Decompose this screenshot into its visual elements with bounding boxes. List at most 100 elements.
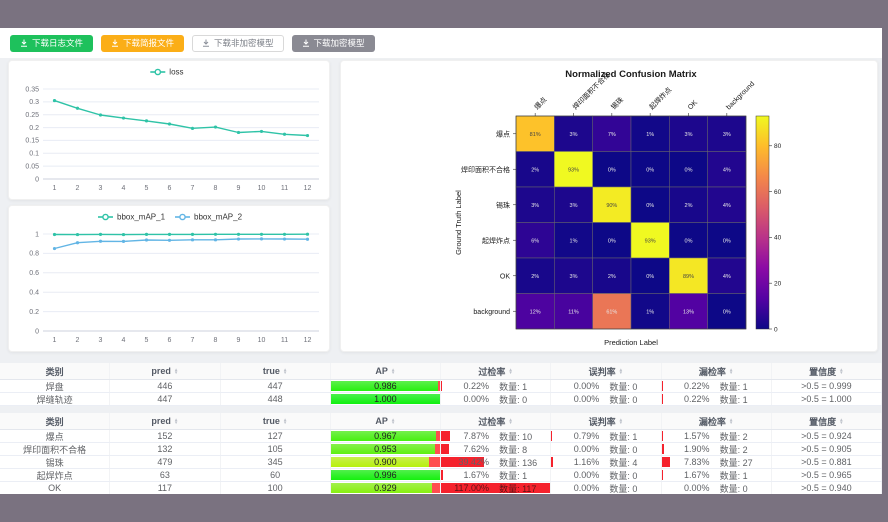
legend-item-bbox_mAP_1[interactable]: bbox_mAP_1	[98, 213, 166, 222]
sort-icon[interactable]: ▲ ▼	[728, 366, 734, 375]
sort-icon[interactable]: ▲ ▼	[508, 416, 513, 425]
column-header-误判率[interactable]: 误判率 ▲ ▼	[551, 363, 662, 379]
matrix-title: Normalized Confusion Matrix	[565, 69, 697, 80]
x-axis-tick-label: 6	[168, 185, 172, 192]
y-axis-tick-label: 0.3	[29, 99, 39, 106]
column-header-true[interactable]: true ▲ ▼	[221, 363, 331, 379]
sort-icon[interactable]: ▲ ▼	[390, 366, 396, 375]
metric-count: 数量: 1	[499, 381, 528, 392]
sort-icon[interactable]: ▲ ▼	[839, 366, 844, 375]
column-header-置信度[interactable]: 置信度 ▲ ▼	[772, 413, 882, 429]
metric-percent: 7.87%	[463, 431, 490, 441]
sort-icon[interactable]: ▲ ▼	[508, 366, 513, 375]
matrix-row-label: background	[473, 309, 510, 316]
column-header-pred[interactable]: pred ▲ ▼	[110, 363, 221, 379]
data-point	[144, 232, 149, 236]
metric-bar	[551, 457, 553, 467]
metric-count: 数量: 0	[719, 483, 748, 494]
column-header-AP[interactable]: AP ▲ ▼	[331, 413, 441, 429]
matrix-cell-value: 3%	[685, 132, 693, 138]
sort-icon[interactable]: ▲ ▼	[839, 416, 844, 425]
metric-cell: 117.00% 数量: 117	[441, 482, 552, 494]
metric-cell: 0.79% 数量: 1	[551, 430, 662, 442]
matrix-cell-value: 0%	[608, 167, 616, 173]
download-button-2[interactable]: 下载非加密模型	[192, 34, 284, 52]
metric-percent: 1.90%	[684, 444, 710, 454]
metric-cell: 0.00% 数量: 0	[662, 482, 772, 494]
ap-bar-remainder	[432, 483, 440, 493]
matrix-cell-value: 2%	[608, 274, 616, 280]
data-point	[213, 125, 218, 129]
data-point	[213, 232, 218, 236]
sort-icon[interactable]: ▲ ▼	[618, 416, 624, 425]
column-header-label: 漏检率	[698, 366, 726, 377]
metric-cell: 1.57% 数量: 2	[661, 430, 772, 442]
metric-cell: 1.67% 数量: 1	[441, 469, 552, 481]
column-header-置信度[interactable]: 置信度 ▲ ▼	[772, 363, 882, 379]
ap-bar-green	[330, 483, 433, 493]
y-axis-tick-label: 0.15	[25, 138, 39, 145]
class-name-cell: 爆点	[0, 430, 111, 442]
data-point	[121, 232, 126, 237]
sort-icon[interactable]: ▲ ▼	[618, 366, 624, 375]
x-axis-tick-label: 9	[237, 185, 241, 192]
data-point	[282, 132, 287, 136]
ap-cell: 1.000	[330, 393, 441, 405]
sort-icon[interactable]: ▲ ▼	[282, 366, 288, 375]
table-row: 焊缝轨迹 447 448 1.000 0.00% 数量: 0 0.00% 数量: 0 0.22%…	[0, 393, 882, 406]
matrix-cell-value: 0%	[646, 167, 654, 173]
metric-percent: 0.00%	[573, 381, 600, 391]
matrix-cell-value: 2%	[685, 203, 693, 209]
column-header-误判率[interactable]: 误判率 ▲ ▼	[551, 413, 662, 429]
column-header-过检率[interactable]: 过检率 ▲ ▼	[441, 413, 552, 429]
download-toolbar: 下载日志文件 下载简报文件 下载非加密模型 下载加密模型	[0, 28, 882, 58]
sort-icon[interactable]: ▲ ▼	[728, 416, 734, 425]
column-header-pred[interactable]: pred ▲ ▼	[110, 413, 221, 429]
download-icon	[203, 39, 210, 47]
class-name-cell: 起焊炸点	[0, 469, 111, 481]
column-header-label: 漏检率	[698, 416, 726, 427]
download-button-3[interactable]: 下载加密模型	[291, 34, 375, 52]
y-axis-tick-label: 0.1	[29, 151, 39, 158]
metric-percent: 0.22%	[463, 381, 490, 391]
true-cell: 345	[221, 456, 331, 468]
column-header-漏检率[interactable]: 漏检率 ▲ ▼	[662, 363, 772, 379]
download-button-0[interactable]: 下载日志文件	[10, 34, 94, 52]
column-header-类别: 类别	[0, 413, 111, 429]
x-axis-tick-label: 3	[99, 337, 103, 344]
sort-icon[interactable]: ▲ ▼	[173, 416, 179, 425]
column-header-true[interactable]: true ▲ ▼	[221, 413, 331, 429]
legend-item-loss[interactable]: loss	[150, 68, 184, 77]
sort-icon[interactable]: ▲ ▼	[173, 366, 179, 375]
metric-cell: 0.22% 数量: 1	[661, 393, 772, 405]
column-header-漏检率[interactable]: 漏检率 ▲ ▼	[662, 413, 772, 429]
sort-icon[interactable]: ▲ ▼	[282, 416, 288, 425]
pred-cell: 132	[110, 443, 221, 455]
matrix-cell-value: 89%	[683, 274, 694, 280]
data-point	[52, 232, 57, 237]
download-button-1[interactable]: 下载简报文件	[101, 34, 185, 52]
matrix-cell	[592, 151, 632, 188]
metric-percent: 0.00%	[573, 394, 600, 404]
legend-item-bbox_mAP_2[interactable]: bbox_mAP_2	[175, 213, 243, 222]
matrix-cell	[669, 186, 708, 223]
matrix-cell-value: 93%	[645, 238, 656, 244]
class-metrics-table: 类别 pred ▲ ▼ true ▲ ▼ AP ▲ ▼ 过检率 ▲ ▼ 误判率 ▲ ▼ 漏检率 ▲ ▼ 置信度 ▲ ▼ 爆点…	[0, 413, 882, 495]
column-header-label: 误判率	[588, 366, 616, 377]
matrix-cell-value: 0%	[646, 203, 654, 209]
metric-bar	[441, 470, 443, 480]
matrix-row-label: 爆点	[496, 129, 510, 138]
matrix-col-label: 锡珠	[609, 95, 625, 111]
matrix-cell-value: 0%	[685, 167, 693, 173]
data-point	[305, 133, 310, 138]
matrix-cell-value: 0%	[608, 238, 616, 244]
matrix-cell-value: 6%	[531, 238, 539, 244]
true-cell: 448	[221, 393, 331, 405]
sort-icon[interactable]: ▲ ▼	[390, 416, 396, 425]
data-point	[236, 130, 241, 135]
loss-chart-card: 0 0.05 0.1 0.15 0.2 0.25 0.3 0.35 1 2 3 4 5 6 7 8 9 10 11 1…	[8, 60, 330, 200]
matrix-cell-value: 0%	[723, 309, 731, 315]
column-header-过检率[interactable]: 过检率 ▲ ▼	[441, 363, 552, 379]
x-axis-tick-label: 11	[281, 337, 288, 344]
column-header-AP[interactable]: AP ▲ ▼	[331, 363, 441, 379]
